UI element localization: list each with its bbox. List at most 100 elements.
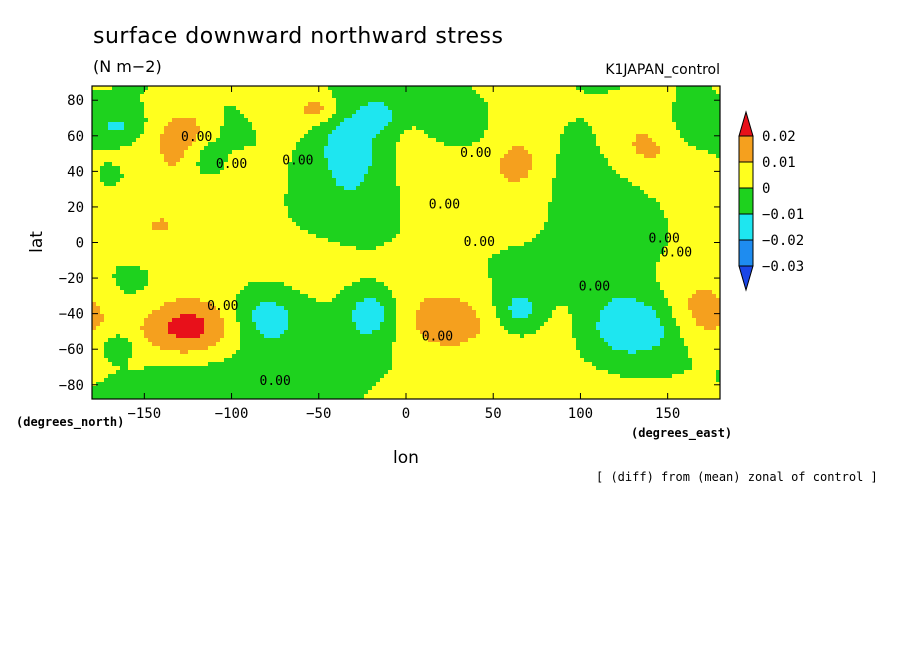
field-cell [392,194,397,199]
field-cell [220,94,225,99]
field-cell [532,166,537,171]
field-cell [188,122,193,127]
field-cell [424,174,429,179]
field-cell [476,114,481,119]
field-cell [364,98,369,103]
field-cell [140,114,145,119]
field-cell [456,130,461,135]
field-cell [628,130,633,135]
field-cell [520,150,525,155]
field-cell [400,94,405,99]
field-cell [120,134,125,139]
field-cell [316,202,321,207]
field-cell [512,186,517,191]
field-cell [220,162,225,167]
field-cell [328,118,333,123]
field-cell [128,202,133,207]
field-cell [668,182,673,187]
field-cell [456,110,461,115]
field-cell [652,142,657,147]
field-cell [644,182,649,187]
field-cell [512,198,517,203]
field-cell [604,182,609,187]
field-cell [220,106,225,111]
field-cell [560,134,565,139]
field-cell [336,190,341,195]
field-cell [376,186,381,191]
field-cell [372,198,377,203]
field-cell [556,94,561,99]
field-cell [544,202,549,207]
field-cell [292,118,297,123]
field-cell [328,126,333,131]
field-cell [620,114,625,119]
field-cell [124,154,129,159]
field-cell [692,178,697,183]
field-cell [408,158,413,163]
field-cell [640,146,645,151]
field-cell [340,170,345,175]
field-cell [148,194,153,199]
field-cell [176,102,181,107]
field-cell [308,202,313,207]
field-cell [556,150,561,155]
field-cell [272,106,277,111]
field-cell [128,142,133,147]
field-cell [140,126,145,131]
field-cell [236,202,241,207]
field-cell [216,106,221,111]
field-cell [420,130,425,135]
field-cell [352,162,357,167]
field-cell [220,126,225,131]
field-cell [276,98,281,103]
field-cell [416,190,421,195]
field-cell [628,118,633,123]
field-cell [668,102,673,107]
field-cell [180,150,185,155]
field-cell [124,162,129,167]
field-cell [152,86,157,91]
field-cell [160,146,165,151]
field-cell [268,106,273,111]
field-cell [424,98,429,103]
field-cell [360,150,365,155]
field-cell [684,198,689,203]
field-cell [476,126,481,131]
field-cell [204,106,209,111]
field-cell [296,194,301,199]
field-cell [512,206,517,211]
field-cell [648,162,653,167]
field-cell [464,190,469,195]
field-cell [248,166,253,171]
field-cell [216,114,221,119]
field-cell [156,174,161,179]
field-cell [484,90,489,95]
field-cell [136,158,141,163]
field-cell [212,194,217,199]
field-cell [656,106,661,111]
field-cell [456,86,461,91]
field-cell [128,150,133,155]
field-cell [120,178,125,183]
field-cell [516,122,521,127]
field-cell [176,130,181,135]
field-cell [468,158,473,163]
field-cell [668,178,673,183]
field-cell [664,90,669,95]
field-cell [336,174,341,179]
field-cell [452,154,457,159]
field-cell [524,210,529,215]
field-cell [376,102,381,107]
field-cell [276,186,281,191]
field-cell [208,194,213,199]
field-cell [400,162,405,167]
field-cell [680,178,685,183]
field-cell [272,142,277,147]
field-cell [360,106,365,111]
field-cell [576,170,581,175]
field-cell [168,206,173,211]
field-cell [684,190,689,195]
field-cell [684,110,689,115]
field-cell [580,170,585,175]
field-cell [136,162,141,167]
